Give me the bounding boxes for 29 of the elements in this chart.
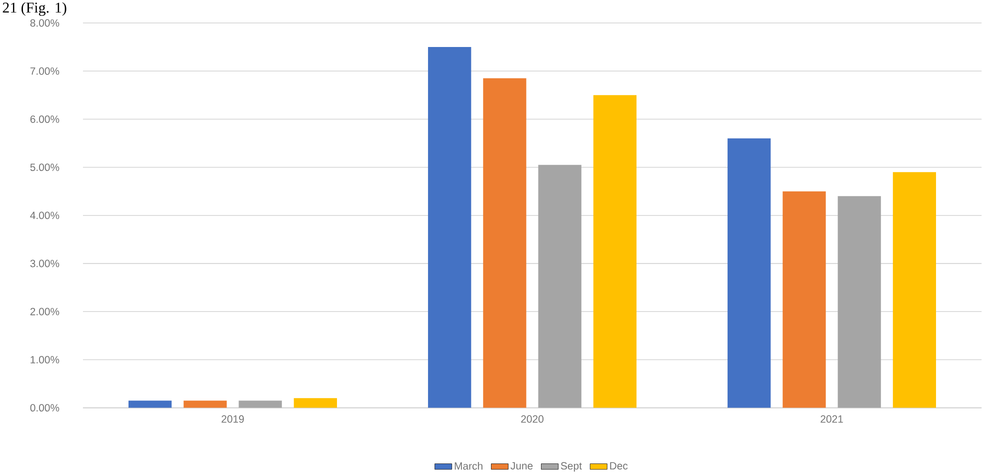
bar bbox=[128, 400, 172, 408]
bar bbox=[238, 400, 282, 408]
y-tick-label: 0.00% bbox=[30, 404, 60, 412]
bar bbox=[294, 398, 337, 408]
bar bbox=[538, 164, 582, 408]
y-tick-label: 3.00% bbox=[30, 260, 60, 268]
x-tick-label: 2021 bbox=[820, 415, 843, 423]
bar bbox=[428, 47, 472, 408]
x-tick-label: 2020 bbox=[521, 415, 544, 423]
y-tick-label: 2.00% bbox=[30, 308, 60, 316]
bar bbox=[728, 138, 771, 408]
legend-label: Sept bbox=[560, 462, 582, 472]
y-tick-label: 6.00% bbox=[30, 115, 60, 123]
legend-label: March bbox=[454, 462, 482, 470]
x-tick-label: 2019 bbox=[222, 415, 244, 423]
y-tick-label: 1.00% bbox=[30, 356, 60, 364]
y-tick-label: 8.00% bbox=[30, 19, 60, 27]
bar bbox=[892, 172, 936, 408]
y-tick-label: 7.00% bbox=[30, 67, 60, 75]
bar bbox=[838, 196, 881, 408]
bar bbox=[184, 400, 227, 408]
legend-label: Dec bbox=[610, 462, 628, 470]
bar bbox=[782, 191, 826, 408]
bar bbox=[483, 78, 526, 408]
y-tick-label: 5.00% bbox=[30, 164, 60, 171]
bar bbox=[593, 95, 636, 408]
text: 21 (Fig. 1) bbox=[2, 2, 66, 16]
legend-label: June bbox=[510, 462, 533, 470]
y-tick-label: 4.00% bbox=[30, 212, 60, 220]
